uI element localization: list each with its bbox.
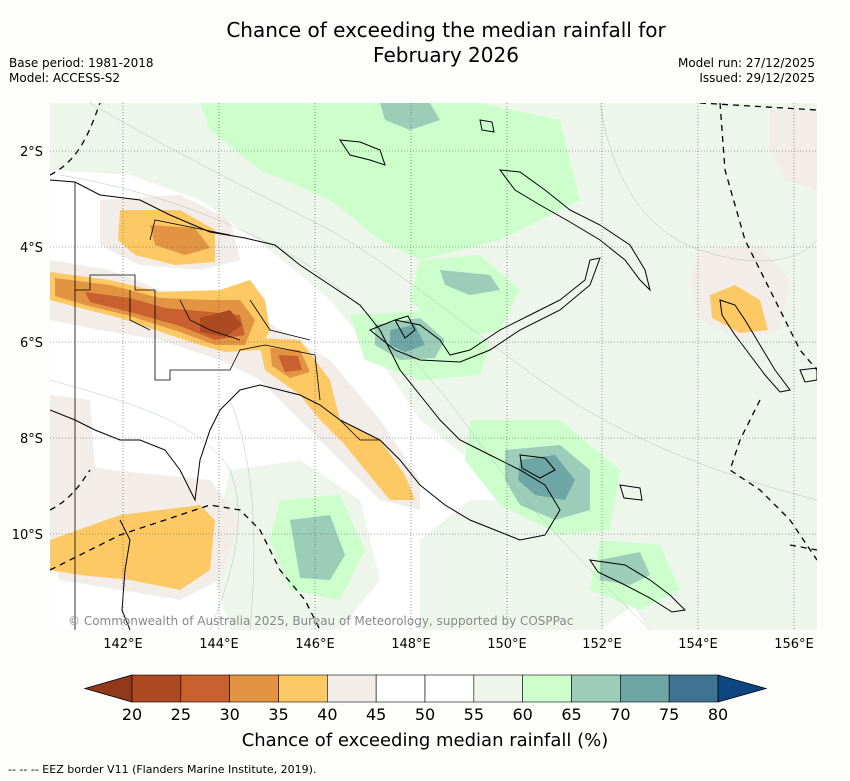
lat-label: 6°S: [20, 336, 43, 351]
base-period: Base period: 1981-2018: [9, 56, 154, 70]
zone-70-75-a: [390, 325, 425, 352]
colorbar-bin: [327, 674, 377, 703]
zone-35-40-bougainville: [710, 285, 768, 333]
zone-40-45-wedge: [50, 395, 95, 480]
title-line-2: February 2026: [373, 43, 519, 67]
lat-label: 8°S: [20, 432, 43, 447]
meta-left: Base period: 1981-2018 Model: ACCESS-S2: [9, 56, 154, 86]
gridlines: [50, 103, 817, 630]
zone-60-65-north: [200, 103, 580, 260]
zone-25-30-papuan: [278, 355, 302, 372]
colorbar-title: Chance of exceeding median rainfall (%): [241, 730, 609, 751]
model-name: Model: ACCESS-S2: [9, 71, 121, 85]
lon-label: 144°E: [199, 637, 239, 652]
chart-title: Chance of exceeding the median rainfall …: [0, 18, 850, 68]
map-area: © Commonwealth of Australia 2025, Bureau…: [50, 103, 817, 630]
colorbar-bin: [522, 674, 572, 703]
lon-label: 142°E: [103, 637, 143, 652]
borders: [74, 182, 380, 630]
lon-label: 146°E: [295, 637, 335, 652]
lon-label: 148°E: [391, 637, 431, 652]
zone-65-70-north: [380, 103, 440, 130]
copyright-text: © Commonwealth of Australia 2025, Bureau…: [68, 614, 573, 628]
zone-30-35-north: [150, 225, 210, 255]
colorbar-tick-label: 40: [317, 705, 337, 724]
zone-65-70-d: [600, 552, 650, 585]
colorbar-bin: [278, 674, 328, 703]
colorbar-tick-label: 70: [610, 705, 630, 724]
lat-label: 10°S: [12, 528, 43, 543]
colorbar-bin: [375, 674, 426, 703]
eez-borders: [50, 103, 817, 630]
longitude-labels: 142°E 144°E 146°E 148°E 150°E 152°E 154°…: [103, 637, 814, 652]
coastlines: [50, 119, 817, 630]
colorbar-bin: [180, 674, 230, 703]
eez-legend-footnote: -- -- -- EEZ border V11 (Flanders Marine…: [8, 763, 317, 776]
contour-lines: [50, 103, 817, 630]
model-run: Model run: 27/12/2025: [677, 56, 815, 70]
colorbar-tick-label: 20: [122, 705, 142, 724]
lon-label: 152°E: [582, 637, 622, 652]
zone-65-70-a: [440, 270, 500, 295]
colorbar-tick-label: 45: [366, 705, 386, 724]
colorbar-bin: [229, 674, 279, 703]
colorbar-tick-label: 65: [561, 705, 581, 724]
colorbar-tick-label: 35: [268, 705, 288, 724]
colorbar-bin: [668, 674, 719, 703]
colorbar-tick-label: 80: [708, 705, 728, 724]
zone-35-40-south: [50, 505, 215, 590]
latitude-labels: 2°S 4°S 6°S 8°S 10°S: [12, 145, 43, 543]
colorbar-bin: [424, 674, 475, 703]
zone-70-75-b: [518, 455, 575, 500]
colorbar-tick-label: 55: [464, 705, 484, 724]
zone-35-40-papuan: [258, 338, 415, 500]
issued-date: Issued: 29/12/2025: [699, 71, 815, 85]
lon-label: 156°E: [774, 637, 814, 652]
colorbar-tick-label: 30: [219, 705, 239, 724]
colorbar-extend-low: [83, 674, 133, 703]
lon-label: 154°E: [678, 637, 718, 652]
zone-65-70-e: [290, 515, 345, 580]
colorbar-tick-label: 25: [171, 705, 191, 724]
colorbar-tick-label: 75: [659, 705, 679, 724]
lon-label: 150°E: [487, 637, 527, 652]
colorbar-bin: [620, 674, 670, 703]
colorbar-extend-high: [717, 674, 768, 703]
colorbar-bin: [473, 674, 523, 703]
lat-label: 4°S: [20, 241, 43, 256]
title-line-1: Chance of exceeding the median rainfall …: [226, 18, 666, 42]
zone-40-45-ne: [770, 110, 817, 190]
colorbar-tick-label: 50: [415, 705, 435, 724]
colorbar-tick-label: 60: [512, 705, 532, 724]
lat-label: 2°S: [20, 145, 43, 160]
colorbar-bin: [131, 674, 182, 703]
colorbar-bin: [571, 674, 621, 703]
meta-right: Model run: 27/12/2025 Issued: 29/12/2025: [678, 56, 815, 86]
colorbar: 20 25 30 35 40 45 50 55 60 65 70 75 80: [83, 674, 768, 724]
